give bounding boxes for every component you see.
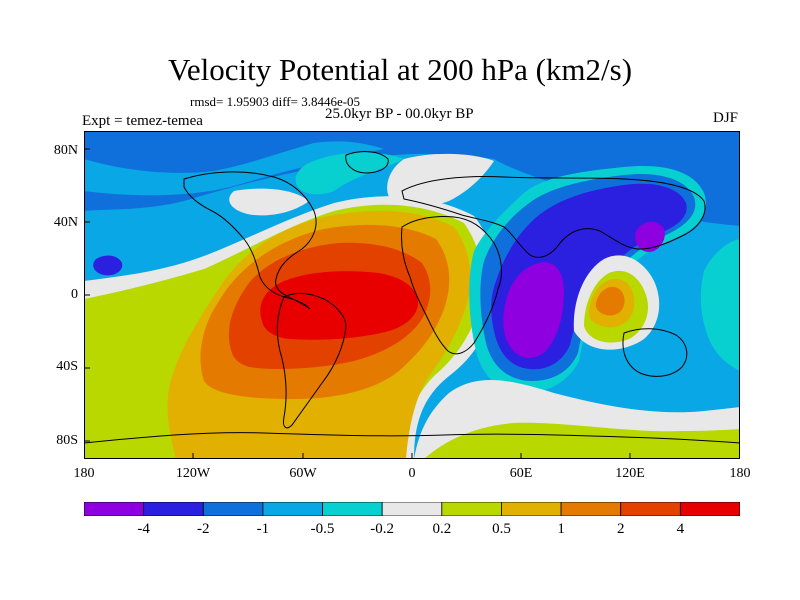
colorbar-swatch — [501, 502, 562, 516]
colorbar-swatch — [84, 502, 145, 516]
lat-tick-40n: 40N — [53, 215, 78, 230]
colorbar-swatch — [262, 502, 323, 516]
season-text: DJF — [713, 110, 739, 126]
colorbar-swatch — [202, 502, 264, 516]
contour-neutral-north-pacific — [229, 188, 309, 216]
colorbar-swatch — [679, 502, 740, 516]
coast-australia — [622, 328, 688, 377]
lat-tick-40s: 40S — [56, 359, 78, 374]
colorbar-label: 4 — [676, 521, 685, 537]
coast-south-america — [276, 292, 347, 429]
colorbar-label: -2 — [197, 521, 210, 537]
colorbar-label: -0.2 — [370, 521, 395, 537]
lat-tick-0: 0 — [71, 287, 78, 302]
coast-eurasia — [401, 176, 706, 258]
lon-tick-180w: 180 — [73, 466, 95, 481]
colorbar-swatch — [322, 502, 383, 516]
colorbar-label: 0.2 — [432, 521, 452, 537]
lon-tick-60w: 60W — [289, 466, 317, 481]
colorbar-label: -0.5 — [310, 521, 335, 537]
coast-africa — [401, 216, 502, 355]
colorbar-swatch — [381, 502, 443, 516]
contour-neg4-indian — [503, 262, 564, 358]
velocity-potential-map — [84, 131, 740, 459]
colorbar-swatch — [143, 502, 204, 516]
lon-tick-180e: 180 — [729, 466, 751, 481]
lon-tick-120e: 120E — [615, 466, 645, 481]
lon-tick-60e: 60E — [509, 466, 533, 481]
contour-pos02-south — [424, 422, 740, 459]
colorbar-swatch — [441, 502, 502, 516]
coast-antarctica — [84, 432, 740, 444]
map-title: Velocity Potential at 200 hPa (km2/s) — [167, 52, 633, 87]
lon-tick-0: 0 — [408, 466, 416, 481]
contour-pos1-maritime — [595, 286, 625, 316]
contour-neg1-north — [84, 131, 740, 226]
colorbar-swatch — [560, 502, 622, 516]
contour-neg2-west-pacific — [93, 255, 123, 276]
colorbar-label: -1 — [256, 521, 270, 537]
contour-neg02-east-pacific — [700, 239, 740, 371]
colorbar-label: -4 — [137, 521, 150, 537]
lon-tick-120w: 120W — [175, 466, 211, 481]
stats-text: rmsd= 1.95903 diff= 3.8446e-05 — [190, 94, 361, 109]
map-frame — [84, 131, 740, 459]
colorbar-label: 0.5 — [492, 521, 511, 537]
contour-neg05-north — [84, 141, 384, 196]
lat-tick-80n: 80N — [53, 143, 78, 158]
coast-greenland — [345, 151, 389, 174]
colorbar — [84, 502, 740, 516]
experiment-text: Expt = temez-temea — [82, 113, 203, 129]
coastlines — [84, 151, 740, 444]
colorbar-label: 2 — [616, 521, 625, 537]
colorbar-label: 1 — [557, 521, 565, 537]
contour-neg02-north — [295, 152, 404, 195]
contour-neg4-pacific — [635, 221, 665, 253]
colorbar-swatch — [620, 502, 681, 516]
contour-pos4 — [260, 271, 419, 340]
lat-tick-80s: 80S — [56, 433, 78, 448]
coast-north-america — [183, 171, 317, 310]
period-text: 25.0kyr BP - 00.0kyr BP — [325, 106, 474, 122]
